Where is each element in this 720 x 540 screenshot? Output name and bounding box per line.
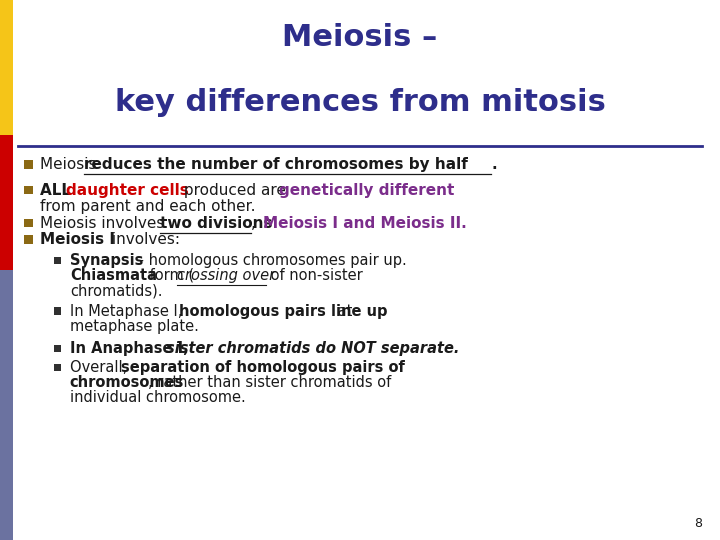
Text: Meiosis I: Meiosis I [40, 232, 114, 247]
Text: In Anaphase I,: In Anaphase I, [70, 341, 194, 356]
Text: .: . [491, 157, 497, 172]
Text: chromatids).: chromatids). [70, 283, 162, 298]
Text: form (: form ( [145, 268, 194, 283]
Text: Meiosis involves: Meiosis involves [40, 215, 169, 231]
Bar [24, 186, 33, 194]
Text: of non-sister: of non-sister [266, 268, 363, 283]
Text: sister chromatids do NOT separate.: sister chromatids do NOT separate. [166, 341, 459, 356]
Text: 8: 8 [694, 517, 702, 530]
Text: Meiosis –: Meiosis – [282, 23, 438, 52]
Text: – homologous chromosomes pair up.: – homologous chromosomes pair up. [132, 253, 407, 268]
Text: at: at [333, 303, 352, 319]
Text: In Metaphase I,: In Metaphase I, [70, 303, 187, 319]
Text: from parent and each other.: from parent and each other. [40, 199, 255, 214]
Bar [0, 135, 13, 270]
Bar [54, 307, 61, 315]
Bar [24, 160, 33, 169]
Text: metaphase plate.: metaphase plate. [70, 319, 199, 334]
Bar [0, 270, 13, 540]
Text: , rather than sister chromatids of: , rather than sister chromatids of [148, 375, 391, 390]
Text: chromosomes: chromosomes [70, 375, 184, 390]
Bar [0, 0, 13, 135]
Bar [54, 363, 61, 371]
Text: produced are: produced are [179, 183, 290, 198]
Text: homologous pairs line up: homologous pairs line up [179, 303, 387, 319]
Text: Synapsis: Synapsis [70, 253, 143, 268]
Text: reduces the number of chromosomes by half: reduces the number of chromosomes by hal… [84, 157, 467, 172]
Bar [24, 235, 33, 244]
Text: crossing over: crossing over [177, 268, 275, 283]
Text: Overall,: Overall, [70, 360, 132, 375]
Text: Meiosis I and Meiosis II.: Meiosis I and Meiosis II. [263, 215, 467, 231]
Text: Meiosis: Meiosis [40, 157, 101, 172]
Text: genetically different: genetically different [279, 183, 455, 198]
Bar [54, 256, 61, 264]
Bar [54, 345, 61, 352]
Text: two divisions: two divisions [160, 215, 272, 231]
Text: separation of homologous pairs of: separation of homologous pairs of [121, 360, 405, 375]
Bar [24, 219, 33, 227]
Text: ALL: ALL [40, 183, 76, 198]
Text: daughter cells: daughter cells [66, 183, 188, 198]
Text: key differences from mitosis: key differences from mitosis [114, 88, 606, 117]
Text: Chiasmata: Chiasmata [70, 268, 157, 283]
Text: involves:: involves: [107, 232, 179, 247]
Text: ,: , [251, 215, 261, 231]
Text: individual chromosome.: individual chromosome. [70, 390, 246, 405]
